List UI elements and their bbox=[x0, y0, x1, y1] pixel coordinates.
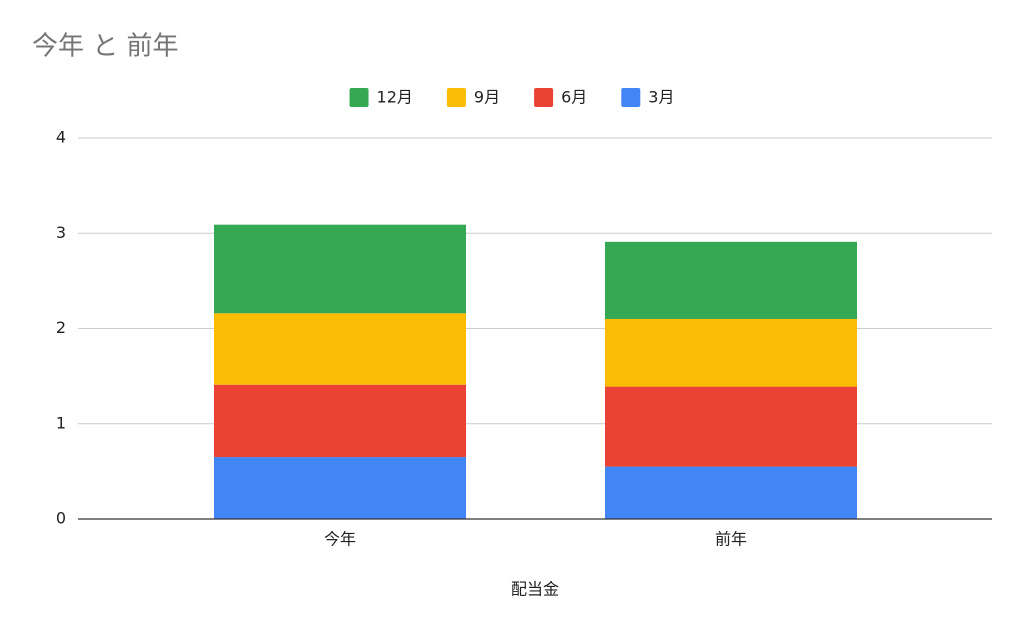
bar-segment bbox=[605, 386, 857, 467]
y-tick-label: 0 bbox=[56, 509, 66, 528]
y-tick-label: 1 bbox=[56, 413, 66, 432]
legend-swatch bbox=[534, 88, 554, 107]
legend-swatch bbox=[446, 88, 466, 107]
bar-segment bbox=[214, 457, 466, 519]
bar-segment bbox=[605, 241, 857, 319]
legend-swatch bbox=[349, 88, 369, 107]
bar-segment bbox=[605, 466, 857, 519]
chart-title: 今年 と 前年 bbox=[32, 32, 179, 62]
legend-swatch bbox=[621, 88, 641, 107]
legend-label: 6月 bbox=[561, 88, 587, 107]
legend-label: 9月 bbox=[474, 88, 500, 107]
x-tick-label: 今年 bbox=[324, 530, 356, 549]
y-tick-label: 4 bbox=[56, 128, 66, 147]
legend-label: 3月 bbox=[648, 88, 674, 107]
x-axis-label: 配当金 bbox=[511, 580, 559, 599]
bar-segment bbox=[214, 224, 466, 314]
x-tick-label: 前年 bbox=[715, 530, 747, 549]
bar-segment bbox=[214, 384, 466, 458]
bar-segment bbox=[605, 318, 857, 387]
bar-segment bbox=[214, 313, 466, 385]
y-tick-label: 2 bbox=[56, 318, 66, 337]
legend-label: 12月 bbox=[377, 88, 413, 107]
y-tick-label: 3 bbox=[56, 223, 66, 242]
